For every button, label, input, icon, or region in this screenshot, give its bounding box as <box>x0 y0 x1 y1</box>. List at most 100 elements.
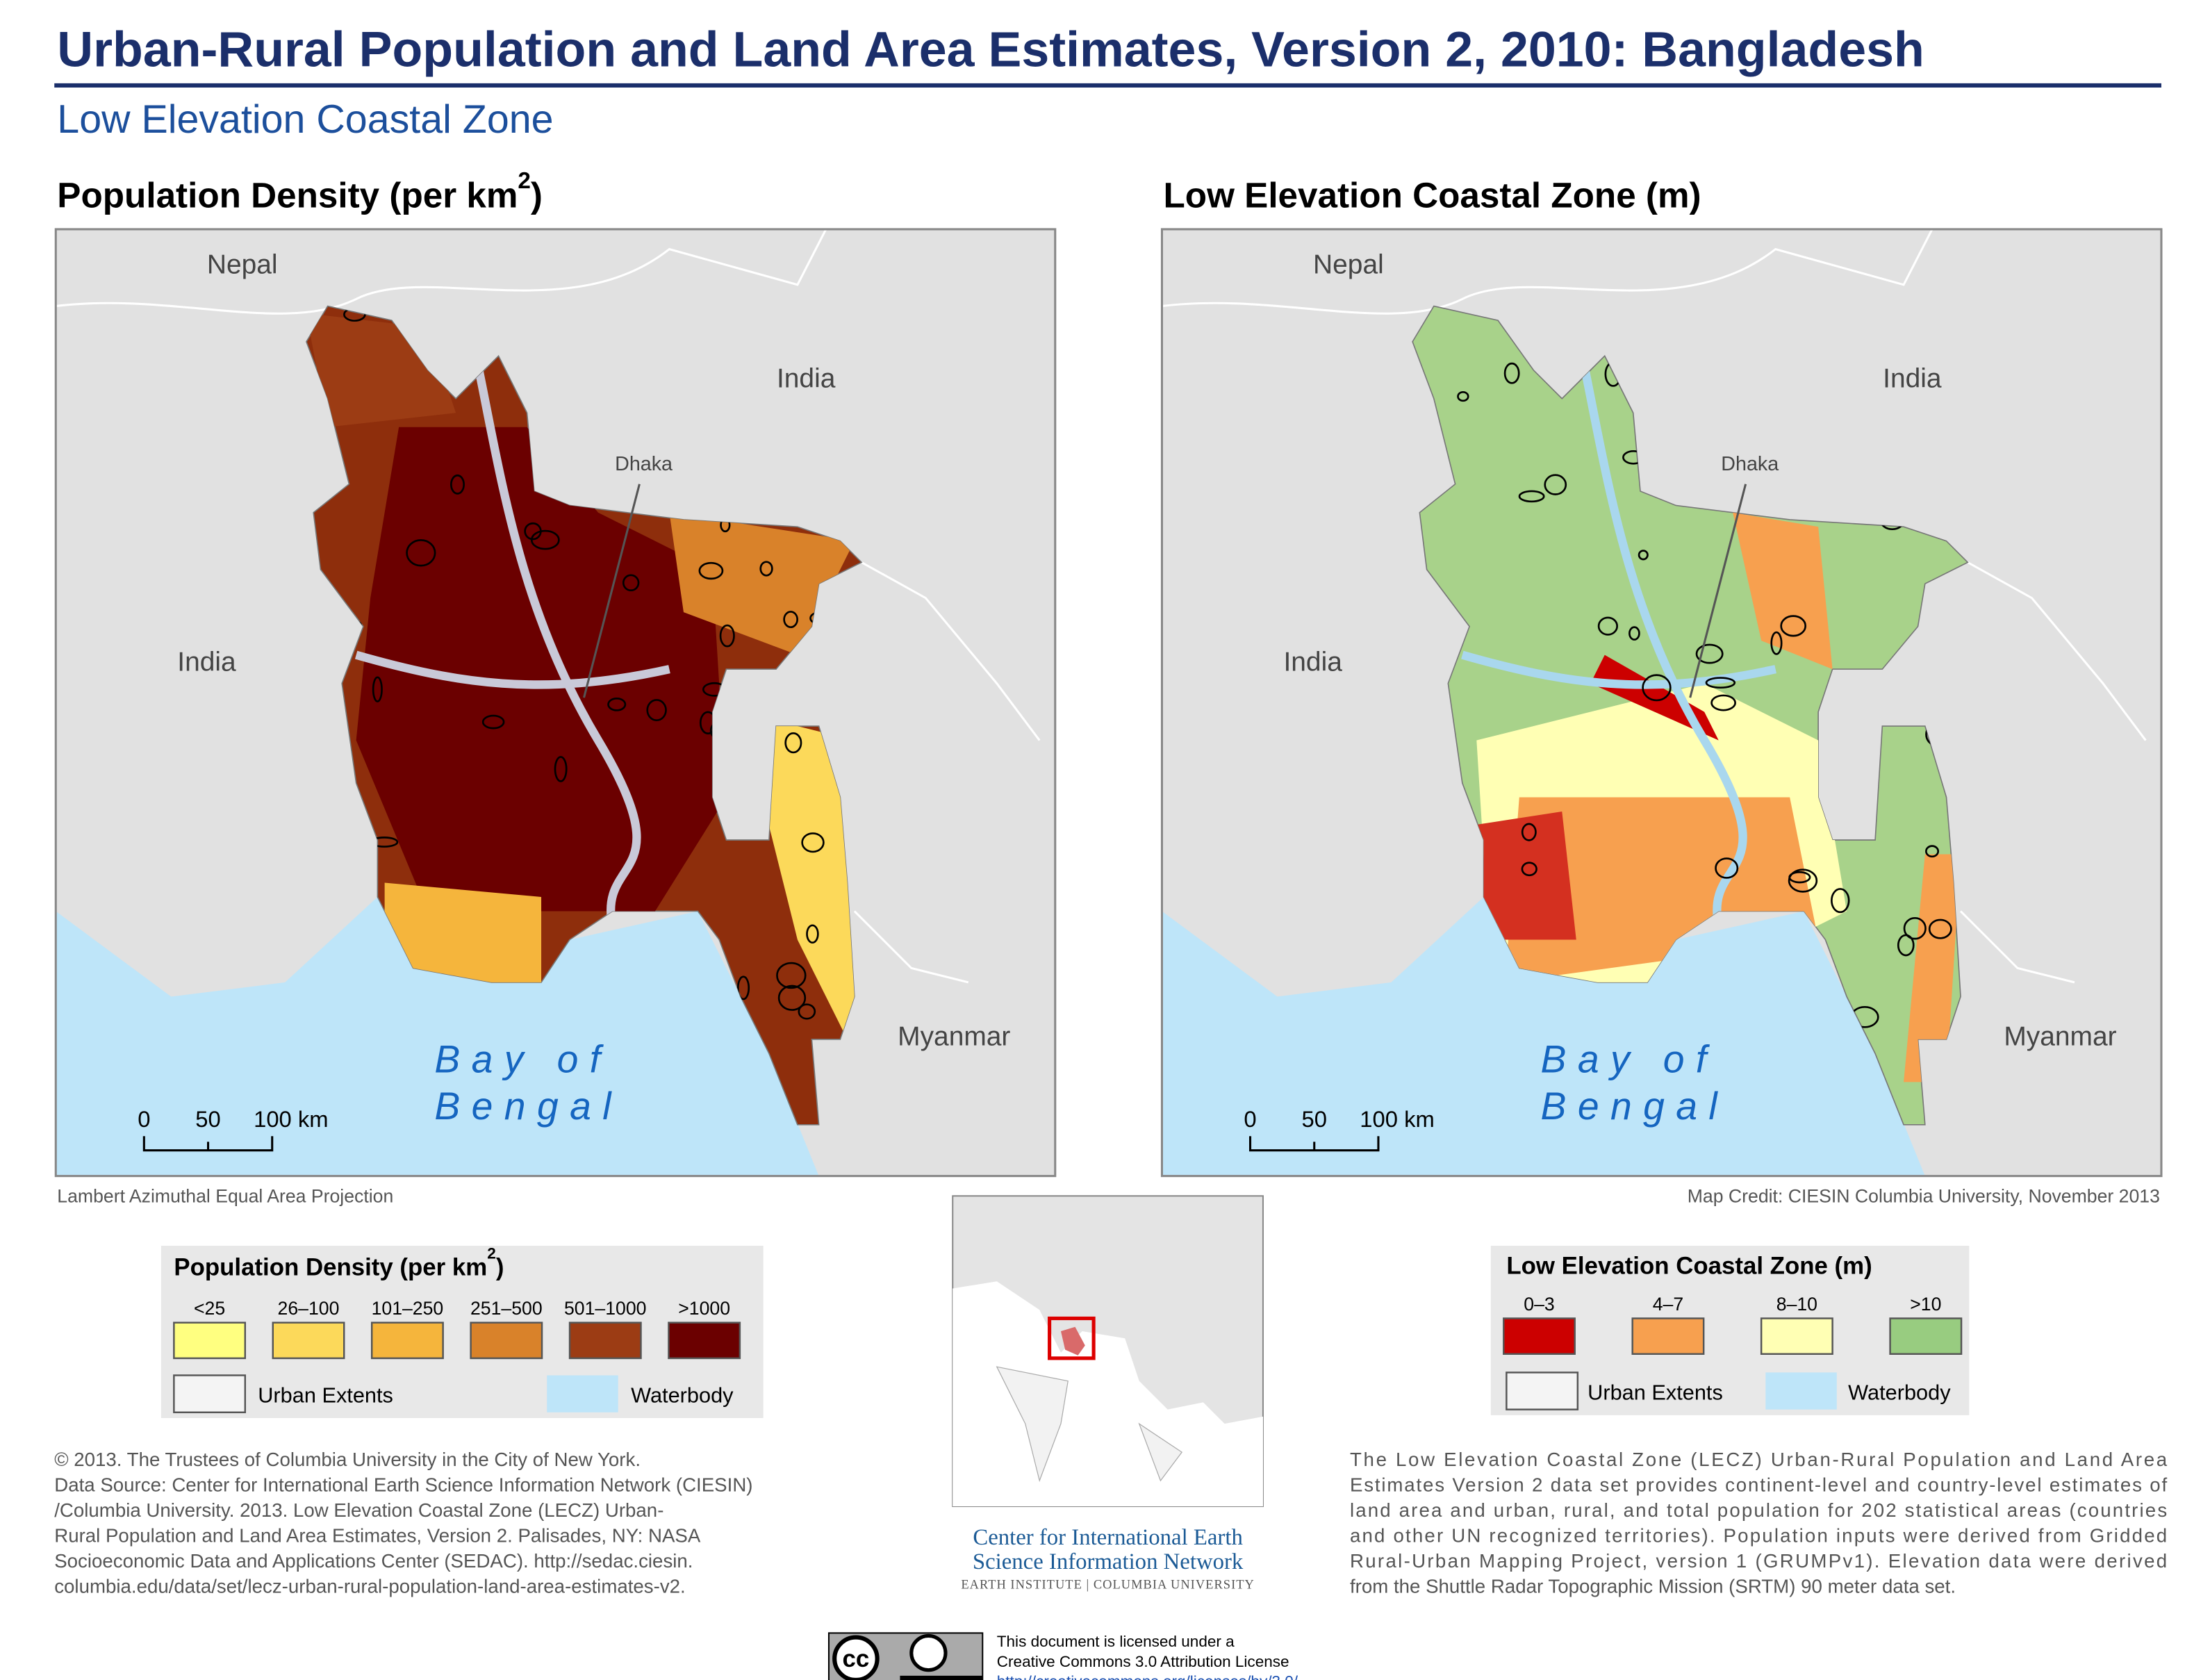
urban-extent <box>1770 631 1783 655</box>
border-line <box>853 561 1041 984</box>
sea <box>1162 896 1925 1176</box>
urban-extent <box>622 574 640 592</box>
legend-label: Waterbody <box>1848 1381 1951 1405</box>
map-title: Population Density (per km2) <box>57 168 543 215</box>
place-label: Dhaka <box>615 453 673 475</box>
urban-extent <box>1457 390 1469 402</box>
legend-swatch <box>173 1374 247 1413</box>
title-part: ) <box>531 175 543 215</box>
urban-extent <box>1638 550 1649 561</box>
description-line: and other UN recognized territories). Po… <box>1350 1524 2167 1546</box>
urban-extent <box>1903 917 1927 940</box>
sea <box>56 896 819 1176</box>
citation-line: © 2013. The Trustees of Columbia Univers… <box>54 1449 641 1470</box>
map-credit: Map Credit: CIESIN Columbia University, … <box>1688 1185 2160 1206</box>
scale-bar <box>142 1136 274 1152</box>
legend-swatch <box>1506 1372 1579 1410</box>
urban-extent <box>1897 934 1915 957</box>
sea-label: Bay of <box>434 1038 611 1081</box>
legend-label: 101–250 <box>372 1298 444 1319</box>
scale-label: 50 <box>195 1106 220 1132</box>
dhaka-leader <box>583 484 641 698</box>
border-line <box>56 229 827 315</box>
urban-extent <box>719 624 735 648</box>
urban-extent <box>1788 871 1811 884</box>
urban-extent <box>1710 694 1736 711</box>
legend-label: >1000 <box>678 1298 730 1319</box>
badge-by-icon <box>909 1633 948 1672</box>
urban-extent <box>776 962 807 989</box>
legend-swatch <box>547 1375 618 1413</box>
legend-label: 251–500 <box>470 1298 543 1319</box>
scale-label: 100 km <box>254 1106 328 1132</box>
description-line: Estimates Version 2 data set provides co… <box>1350 1474 2168 1495</box>
urban-extent <box>1715 857 1739 879</box>
urban-extent <box>1544 474 1567 495</box>
legend-swatch <box>272 1321 345 1360</box>
urban-extent <box>1642 674 1672 702</box>
legend-swatch <box>173 1321 247 1360</box>
river <box>354 326 670 927</box>
page-title: Urban-Rural Population and Land Area Est… <box>57 22 1924 78</box>
sea-label: Bengal <box>1541 1085 1729 1128</box>
scale-label: 0 <box>138 1106 150 1132</box>
urban-extent <box>1925 845 1940 858</box>
citation-line: Rural Population and Land Area Estimates… <box>54 1524 701 1546</box>
legend-label: Urban Extents <box>258 1383 393 1408</box>
title-part: Low Elevation Coastal Zone (m) <box>1164 175 1701 215</box>
legend-swatch <box>1760 1317 1833 1355</box>
legend-label: 8–10 <box>1776 1294 1817 1315</box>
inset-sea <box>953 1281 1263 1507</box>
inset-land <box>996 1366 1183 1483</box>
legend-swatch <box>470 1321 543 1360</box>
citation-line: Data Source: Center for International Ea… <box>54 1474 752 1495</box>
place-label: Myanmar <box>898 1021 1010 1051</box>
page-subtitle: Low Elevation Coastal Zone <box>57 97 553 142</box>
elevation-zone <box>1469 812 1576 940</box>
urban-extent <box>806 924 819 944</box>
superscript: 2 <box>487 1244 496 1262</box>
map-frame <box>54 228 1057 1178</box>
place-label: India <box>777 364 836 394</box>
urban-extent <box>1695 643 1724 664</box>
license-url: http://creativecommons.org/licenses/by/3… <box>997 1673 1298 1680</box>
urban-extent <box>481 714 505 730</box>
description-line: Rural-Urban Mapping Project, version 1 (… <box>1350 1550 2167 1572</box>
legend-label: <25 <box>194 1298 225 1319</box>
urban-extent <box>1928 919 1952 939</box>
legend-swatch <box>1889 1317 1963 1355</box>
density-zone <box>669 512 855 655</box>
description-line: The Low Elevation Coastal Zone (LECZ) Ur… <box>1350 1449 2168 1470</box>
scale-label: 100 km <box>1360 1106 1434 1132</box>
legend-swatch <box>1503 1317 1576 1355</box>
urban-extent <box>554 756 568 782</box>
title-part: Low Elevation Coastal Zone (m) <box>1506 1252 1872 1279</box>
logo-text: Science Information Network <box>973 1549 1244 1574</box>
place-label: Nepal <box>1313 250 1384 280</box>
urban-extent <box>646 699 667 722</box>
elevation-zone <box>1904 854 1961 1082</box>
scale-label: 50 <box>1301 1106 1326 1132</box>
urban-extent <box>1780 615 1807 637</box>
place-label: India <box>1283 647 1342 677</box>
urban-extent <box>1521 823 1537 841</box>
legend-swatch <box>1631 1317 1705 1355</box>
sea-label: Bay of <box>1541 1038 1718 1081</box>
dhaka-leader <box>1689 484 1747 698</box>
inset-bangladesh <box>1060 1326 1085 1356</box>
urban-extent <box>406 539 436 567</box>
urban-extent <box>777 985 807 1011</box>
border-line <box>1162 229 1933 315</box>
legend-label: 0–3 <box>1524 1294 1554 1315</box>
urban-extent <box>784 732 802 754</box>
legend-label: Urban Extents <box>1588 1381 1723 1405</box>
legend-swatch <box>568 1321 642 1360</box>
license-text: Creative Commons 3.0 Attribution License <box>997 1653 1289 1670</box>
urban-extent <box>1705 677 1736 689</box>
inset-highlight <box>1048 1316 1096 1360</box>
urban-extent <box>372 676 383 702</box>
urban-extent <box>783 611 798 629</box>
legend-swatch <box>370 1321 444 1360</box>
legend-label: >10 <box>1910 1294 1941 1315</box>
citation-line: /Columbia University. 2013. Low Elevatio… <box>54 1499 663 1521</box>
